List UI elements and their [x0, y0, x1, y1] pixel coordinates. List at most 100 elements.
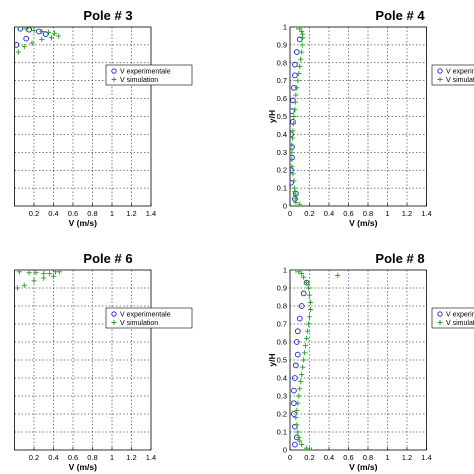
legend-box [431, 307, 474, 329]
legend-label: V simulation [120, 320, 158, 327]
data-point-plus [298, 379, 304, 385]
data-point-plus [301, 274, 307, 280]
x-tick-label: 1.2 [402, 209, 412, 218]
y-axis-label: y/H [267, 353, 277, 366]
data-point-plus [290, 128, 296, 134]
series-experimentale [14, 27, 49, 48]
data-point-plus [296, 70, 302, 77]
data-point-plus [300, 35, 306, 41]
data-point-plus [47, 271, 53, 277]
x-axis-label: V (m/s) [69, 218, 98, 228]
legend-marker-plus [437, 320, 443, 325]
data-point-circle [296, 315, 303, 322]
data-point-plus [39, 36, 45, 43]
legend-label: V simulation [446, 77, 474, 84]
data-point-plus [23, 27, 29, 32]
data-point-plus [300, 364, 306, 370]
data-point-plus [294, 407, 300, 413]
plot-frame [289, 26, 427, 207]
data-point-plus [292, 99, 298, 105]
x-axis-label: V (m/s) [349, 462, 378, 472]
data-point-circle [294, 351, 301, 358]
data-point-plus [307, 299, 314, 305]
data-point-plus [293, 92, 299, 98]
data-point-circle [293, 49, 300, 55]
data-point-circle [26, 27, 32, 33]
data-point-plus [297, 27, 303, 32]
data-point-plus [294, 27, 300, 30]
x-tick-label: 1.2 [402, 453, 412, 462]
chart-title: Pole # 4 [375, 8, 425, 23]
y-tick-label: 0.7 [277, 320, 287, 329]
y-tick-label: 0.2 [277, 166, 287, 175]
data-point-plus [292, 189, 298, 195]
data-point-circle [290, 179, 294, 186]
y-tick-label: 0.5 [277, 356, 287, 365]
data-layer [291, 270, 341, 450]
x-tick-label: 0.6 [68, 209, 78, 218]
data-point-plus [31, 27, 37, 34]
data-point-plus [305, 285, 312, 291]
data-point-plus [304, 328, 311, 334]
data-point-plus [297, 201, 303, 206]
data-point-plus [298, 56, 304, 62]
x-tick-label: 0.2 [304, 453, 314, 462]
y-tick-label: 0.4 [277, 374, 287, 383]
plot-frame [14, 269, 152, 451]
data-point-plus [297, 438, 303, 444]
data-point-plus [48, 35, 55, 41]
legend-label: V experimentale [446, 69, 474, 76]
data-point-plus [56, 270, 62, 275]
data-layer [290, 27, 306, 206]
x-tick-label: 0.4 [324, 209, 334, 218]
chart-panel-2: 0 0.2 0.4 0.6 0.8 1 1.2 1.4 0 0.1 0.2 0.3 0.4 0.5 0.6 0… [267, 8, 474, 228]
data-point-plus [293, 270, 299, 273]
chart-panel-4: 0 0.2 0.4 0.6 0.8 1 1.2 1.4 0 0.1 0.2 0.3 0.4 0.5 0.6 0… [267, 251, 474, 472]
series-simulation [290, 27, 306, 206]
data-point-plus [294, 422, 300, 428]
data-point-plus [50, 273, 57, 279]
data-point-plus [41, 275, 47, 281]
data-point-circle [14, 42, 20, 48]
y-tick-label: 0.2 [277, 410, 287, 419]
chart-title: Pole # 6 [83, 251, 132, 266]
x-tick-label: 0 [288, 453, 292, 462]
x-tick-label: 0.6 [343, 209, 353, 218]
data-layer [14, 270, 62, 291]
x-tick-label: 1 [110, 453, 114, 462]
y-tick-label: 0.5 [277, 112, 287, 121]
y-tick-label: 0.6 [277, 338, 287, 347]
data-point-circle [292, 375, 298, 381]
data-point-plus [26, 270, 32, 276]
data-point-plus [55, 33, 61, 39]
x-tick-label: 0.8 [363, 453, 373, 462]
legend-label: V experimentale [120, 69, 171, 76]
data-point-plus [15, 27, 21, 30]
grid [14, 27, 151, 206]
data-point-plus [296, 270, 302, 275]
data-point-circle [296, 36, 303, 43]
data-point-plus [296, 393, 302, 399]
data-point-plus [303, 335, 310, 341]
x-tick-label: 0.2 [29, 453, 39, 462]
x-tick-label: 1 [385, 453, 389, 462]
y-tick-label: 0.3 [277, 148, 287, 157]
data-point-plus [291, 178, 297, 184]
data-point-plus [295, 78, 301, 84]
data-point-circle [291, 387, 297, 394]
x-tick-label: 0.8 [363, 209, 373, 218]
data-point-circle [293, 362, 299, 369]
data-point-plus [46, 29, 52, 35]
data-point-plus [290, 121, 297, 127]
legend-box [105, 307, 193, 329]
data-point-plus [293, 415, 299, 421]
legend-marker-circle [437, 311, 443, 317]
legend-label: V experimentale [446, 312, 474, 319]
y-tick-label: 0 [283, 202, 287, 211]
data-point-circle [290, 131, 294, 138]
y-tick-label: 0.7 [277, 76, 287, 85]
x-tick-label: 1.4 [421, 453, 431, 462]
data-point-circle [23, 35, 30, 42]
